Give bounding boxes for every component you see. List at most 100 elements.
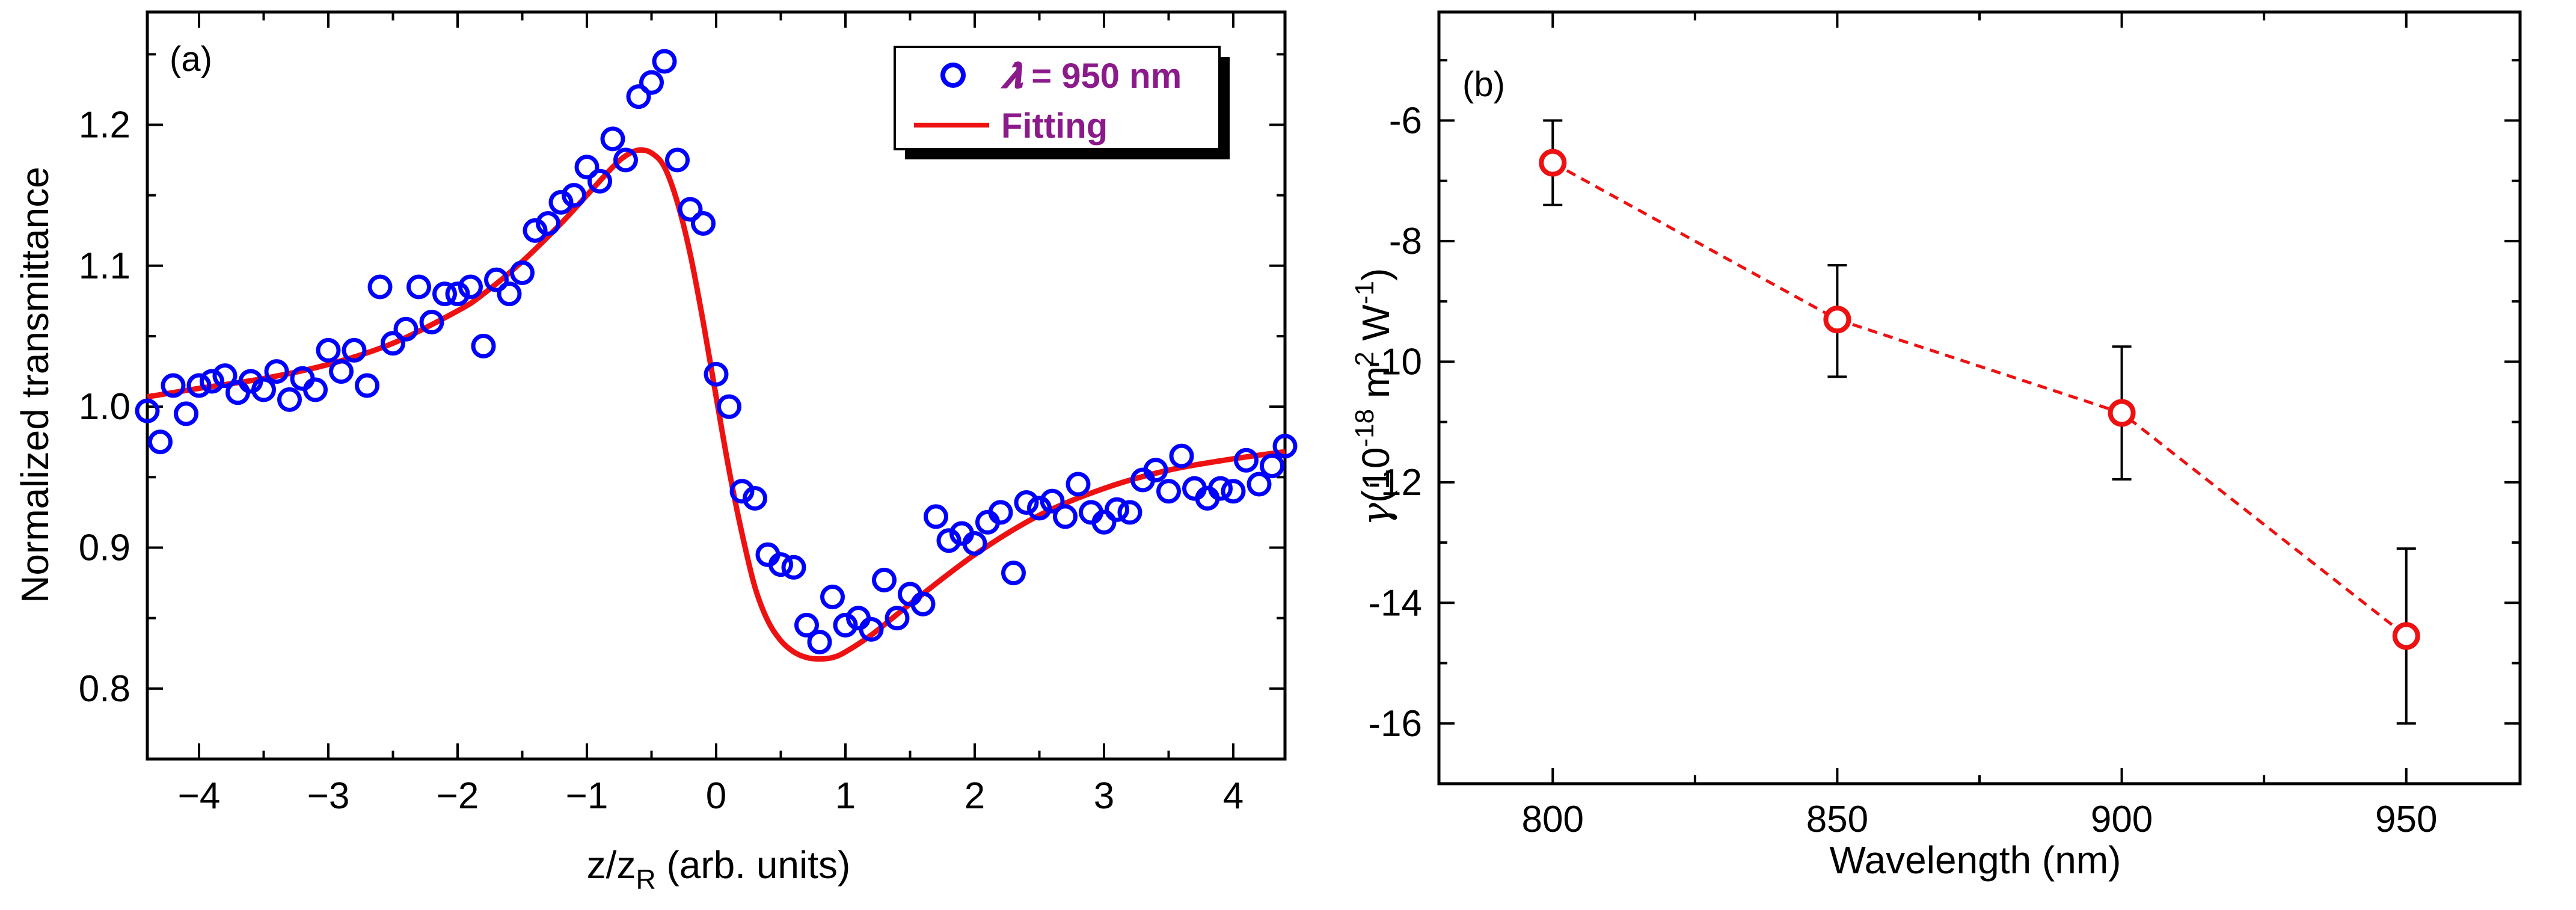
data-point bbox=[316, 337, 341, 363]
y-tick-label-b: -16 bbox=[1368, 703, 1422, 745]
gamma-point bbox=[1539, 149, 1567, 177]
data-point bbox=[1156, 479, 1181, 504]
panel-b: 800 850 900 950 -16-14-12-10-8-6 (b) γ(10-1… bbox=[1350, 10, 2522, 882]
data-point bbox=[562, 183, 586, 208]
x-tick-label-a: −1 bbox=[566, 775, 609, 817]
data-point bbox=[484, 267, 509, 292]
data-point bbox=[665, 147, 690, 173]
data-point bbox=[510, 260, 535, 286]
data-point bbox=[471, 333, 496, 358]
x-tick-label-a: 1 bbox=[835, 775, 856, 817]
data-point bbox=[548, 189, 574, 215]
data-point bbox=[626, 84, 651, 109]
y-tick-label-b: -8 bbox=[1389, 221, 1422, 262]
data-point bbox=[1143, 458, 1168, 483]
data-point bbox=[1105, 497, 1129, 522]
data-point bbox=[1208, 476, 1233, 501]
y-axis-symbol: γ bbox=[1354, 502, 1399, 526]
data-point bbox=[587, 168, 612, 194]
data-point bbox=[264, 359, 289, 384]
y-tick-label-b: -6 bbox=[1389, 100, 1422, 141]
data-point bbox=[872, 567, 897, 592]
y-axis-unit-end: ) bbox=[1354, 268, 1397, 281]
data-point bbox=[910, 591, 936, 616]
x-axis-title-b: Wavelength (nm) bbox=[1830, 838, 2121, 882]
x-tick-label-b: 850 bbox=[1806, 799, 1868, 840]
legend-entry-1-label: = 950 nm bbox=[1022, 57, 1182, 96]
data-point bbox=[1066, 472, 1091, 497]
data-point bbox=[885, 606, 910, 631]
data-point bbox=[432, 281, 457, 307]
data-point bbox=[277, 387, 302, 412]
data-point bbox=[148, 429, 173, 455]
data-point bbox=[1221, 479, 1246, 504]
panel-a: −4 −3 −2 −1 0 1 2 3 4 0.8 0.9 1.0 1.1 1.2 (a) Normal… bbox=[13, 10, 1298, 895]
x-tick-label-a: −3 bbox=[307, 775, 350, 817]
gamma-dashed-line bbox=[1552, 161, 2408, 638]
data-point bbox=[186, 373, 212, 398]
y-axis-title-a: Normalized transmittance bbox=[13, 167, 57, 603]
y-tick-label-b: -10 bbox=[1368, 341, 1422, 383]
panel-label-a: (a) bbox=[170, 40, 212, 79]
data-point bbox=[600, 126, 625, 152]
y-tick-label-a: 1.0 bbox=[79, 386, 130, 428]
y-axis-exp-3: -1 bbox=[1350, 281, 1379, 304]
data-point bbox=[639, 70, 664, 95]
y-tick-label-a: 0.9 bbox=[79, 527, 130, 568]
legend-marker-circle bbox=[940, 63, 966, 88]
data-point bbox=[1234, 447, 1259, 473]
panel-label-b: (b) bbox=[1462, 65, 1505, 104]
gamma-point bbox=[1823, 306, 1851, 334]
x-axis-title-a: z/zR (arb. units) bbox=[587, 843, 851, 895]
data-point bbox=[1169, 443, 1194, 469]
data-point bbox=[574, 155, 600, 180]
y-tick-label-a: 0.8 bbox=[79, 668, 130, 710]
data-point bbox=[174, 401, 198, 426]
data-point bbox=[303, 377, 328, 402]
data-point bbox=[924, 504, 948, 529]
x-tick-label-a: 0 bbox=[706, 775, 726, 817]
x-tick-label-b: 900 bbox=[2091, 799, 2153, 840]
data-point bbox=[1247, 472, 1272, 497]
data-point bbox=[743, 485, 767, 511]
data-point bbox=[704, 361, 729, 387]
x-tick-label-b: 800 bbox=[1522, 799, 1584, 840]
x-tick-label-a: 3 bbox=[1094, 775, 1114, 817]
legend-lambda-symbol: 𝝀 bbox=[1000, 57, 1023, 96]
data-point bbox=[962, 530, 987, 556]
data-point bbox=[781, 555, 806, 580]
data-point bbox=[406, 274, 431, 300]
x-tick-label-b: 950 bbox=[2375, 799, 2437, 840]
data-point bbox=[251, 377, 276, 402]
data-point bbox=[497, 281, 522, 307]
data-point bbox=[768, 552, 793, 577]
data-point bbox=[367, 274, 393, 300]
data-point bbox=[678, 197, 703, 222]
data-point bbox=[342, 337, 367, 363]
data-point bbox=[988, 500, 1013, 525]
data-point bbox=[859, 616, 884, 642]
x-tick-label-a: −4 bbox=[178, 775, 221, 817]
data-point bbox=[652, 49, 677, 74]
data-point bbox=[1001, 561, 1026, 586]
data-point bbox=[135, 398, 160, 423]
data-point bbox=[445, 281, 470, 307]
data-point bbox=[820, 585, 845, 610]
x-axis-title-a-sub: R bbox=[636, 864, 655, 895]
data-point bbox=[717, 394, 741, 419]
data-point bbox=[729, 479, 755, 504]
x-axis-title-a-suffix: (arb. units) bbox=[656, 843, 851, 887]
y-tick-label-b: -14 bbox=[1368, 582, 1422, 624]
legend-box bbox=[894, 46, 1221, 150]
data-point bbox=[1091, 509, 1117, 535]
y-axis-unit-3: W bbox=[1354, 304, 1397, 352]
legend-a: 𝝀 = 950 nm Fitting bbox=[894, 46, 1230, 159]
data-point bbox=[1014, 490, 1039, 515]
data-point bbox=[419, 310, 444, 335]
data-point bbox=[523, 218, 548, 243]
data-point bbox=[458, 274, 483, 300]
plot-frame-b bbox=[1437, 10, 2522, 785]
y-axis-exp-1: -18 bbox=[1350, 409, 1379, 447]
data-point bbox=[691, 211, 716, 236]
